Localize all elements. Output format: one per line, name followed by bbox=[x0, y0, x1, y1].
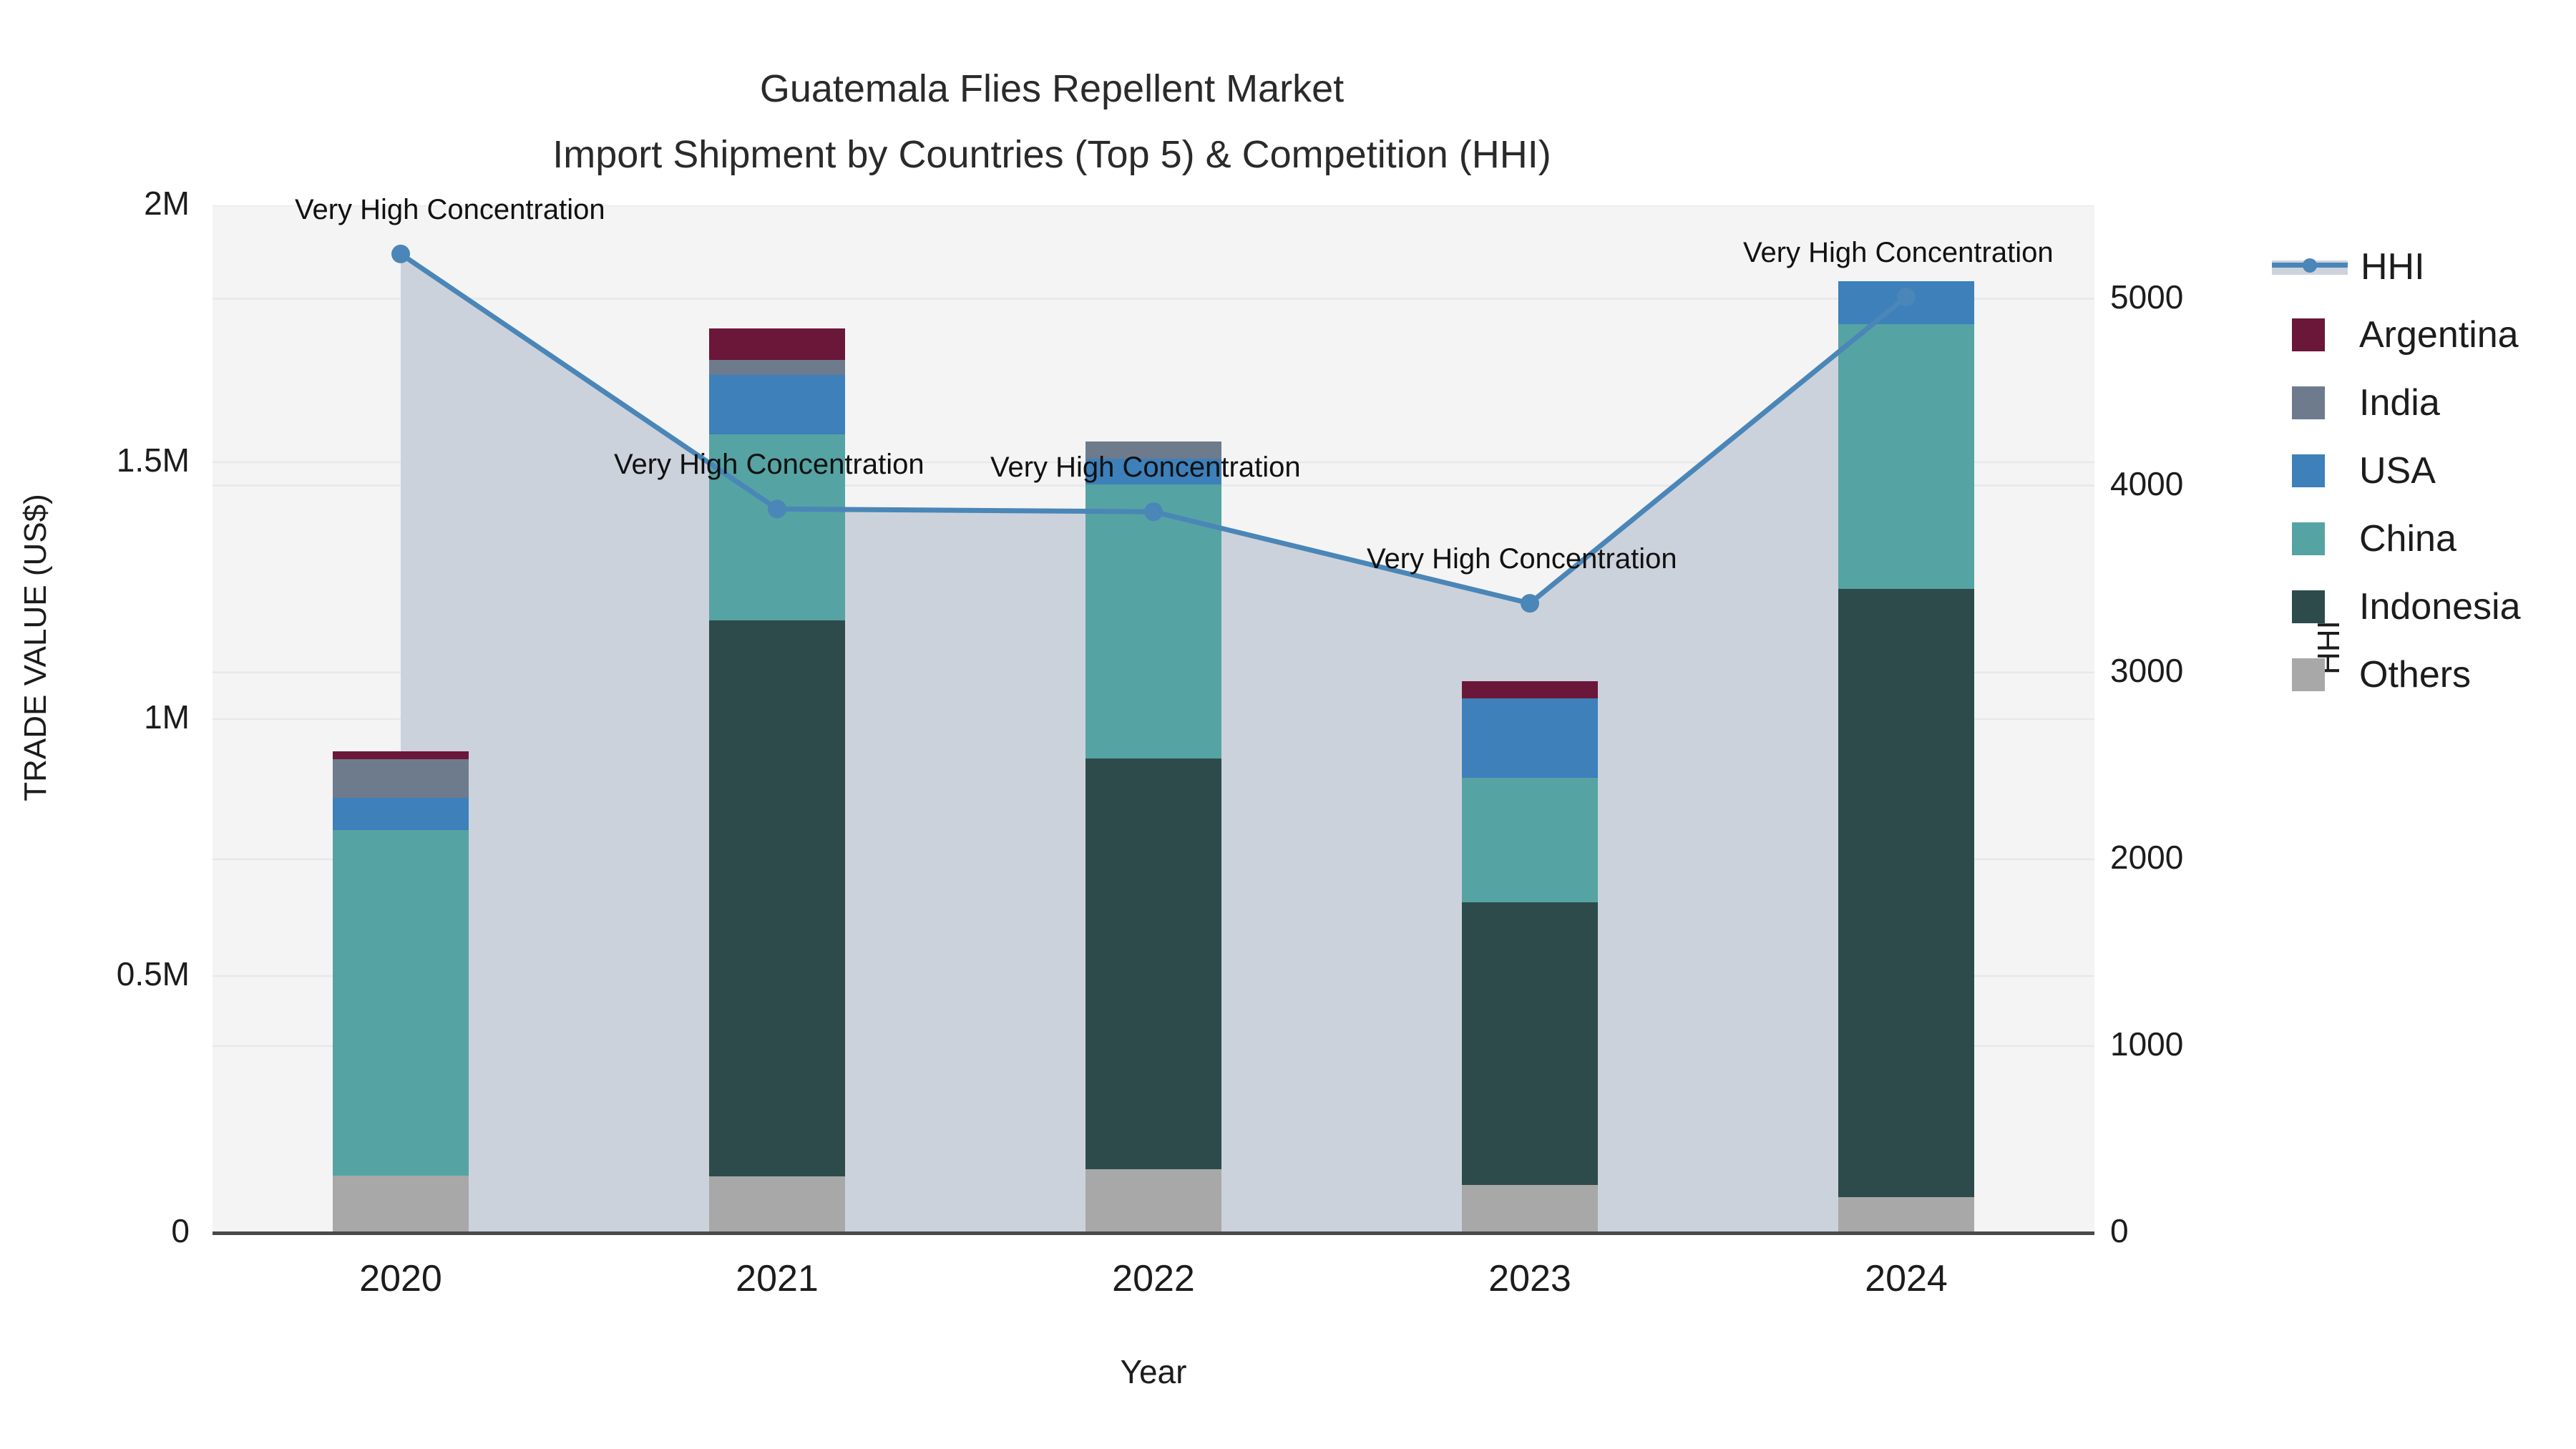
hhi-data-point bbox=[1521, 594, 1539, 613]
y-tick-left-0: 0 bbox=[171, 1212, 190, 1249]
y-tick-left-2: 1M bbox=[144, 698, 190, 736]
y-tick-right-4: 4000 bbox=[2110, 464, 2184, 502]
annotation-2023: Very High Concentration bbox=[1367, 543, 1677, 575]
legend-item-argentina[interactable]: Argentina bbox=[2272, 301, 2572, 369]
legend-item-hhi[interactable]: HHI bbox=[2272, 233, 2572, 301]
x-tick-2023: 2023 bbox=[1488, 1258, 1571, 1299]
hhi-data-point bbox=[1897, 287, 1916, 306]
x-tick-2020: 2020 bbox=[359, 1258, 442, 1299]
x-tick-2024: 2024 bbox=[1865, 1258, 1948, 1299]
x-tick-2021: 2021 bbox=[736, 1258, 819, 1299]
annotation-2021: Very High Concentration bbox=[614, 449, 924, 481]
legend-swatch-icon bbox=[2292, 318, 2325, 351]
chart-title-line-1: Guatemala Flies Repellent Market bbox=[759, 67, 1345, 110]
y-tick-right-0: 0 bbox=[2110, 1212, 2129, 1249]
legend-item-usa[interactable]: USA bbox=[2272, 436, 2572, 504]
hhi-data-point bbox=[391, 244, 410, 263]
plot-area bbox=[213, 205, 2094, 1233]
annotation-2020: Very High Concentration bbox=[295, 193, 605, 225]
legend-swatch-icon bbox=[2292, 454, 2325, 487]
annotation-2022: Very High Concentration bbox=[990, 452, 1301, 484]
chart-title: Guatemala Flies Repellent Market Import … bbox=[0, 56, 2104, 187]
legend-item-indonesia[interactable]: Indonesia bbox=[2272, 572, 2572, 640]
hhi-data-point bbox=[768, 499, 786, 519]
legend-swatch-icon bbox=[2292, 522, 2325, 555]
legend-line-icon bbox=[2272, 250, 2348, 283]
annotation-2024: Very High Concentration bbox=[1743, 236, 2054, 268]
x-axis-title: Year bbox=[1120, 1353, 1187, 1390]
legend-swatch-icon bbox=[2292, 386, 2325, 419]
legend-label: Others bbox=[2359, 653, 2472, 696]
x-axis-spine bbox=[213, 1231, 2094, 1235]
chart-legend: HHI Argentina India USA China Indonesia Others bbox=[2272, 233, 2572, 708]
legend-item-others[interactable]: Others bbox=[2272, 640, 2572, 708]
legend-label: HHI bbox=[2361, 245, 2425, 288]
y-tick-left-1: 0.5M bbox=[116, 955, 190, 992]
legend-label: USA bbox=[2359, 449, 2436, 492]
legend-item-india[interactable]: India bbox=[2272, 369, 2572, 436]
y-tick-right-1: 1000 bbox=[2110, 1025, 2184, 1063]
y-tick-right-5: 5000 bbox=[2110, 278, 2184, 316]
hhi-line-series bbox=[391, 244, 1916, 613]
y-tick-left-3: 1.5M bbox=[116, 441, 190, 479]
y-tick-right-3: 3000 bbox=[2110, 651, 2184, 689]
legend-label: India bbox=[2359, 381, 2440, 424]
legend-swatch-icon bbox=[2292, 658, 2325, 691]
legend-swatch-icon bbox=[2292, 590, 2325, 623]
y-tick-left-4: 2M bbox=[144, 185, 190, 222]
y-tick-right-2: 2000 bbox=[2110, 838, 2184, 876]
legend-item-china[interactable]: China bbox=[2272, 504, 2572, 572]
y-axis-title-left: TRADE VALUE (US$) bbox=[18, 494, 53, 801]
legend-label: Indonesia bbox=[2359, 585, 2521, 628]
legend-label: China bbox=[2359, 517, 2457, 560]
x-tick-2022: 2022 bbox=[1112, 1258, 1195, 1299]
legend-label: Argentina bbox=[2359, 313, 2519, 356]
hhi-data-point bbox=[1144, 502, 1163, 522]
chart-title-line-2: Import Shipment by Countries (Top 5) & C… bbox=[552, 133, 1551, 176]
